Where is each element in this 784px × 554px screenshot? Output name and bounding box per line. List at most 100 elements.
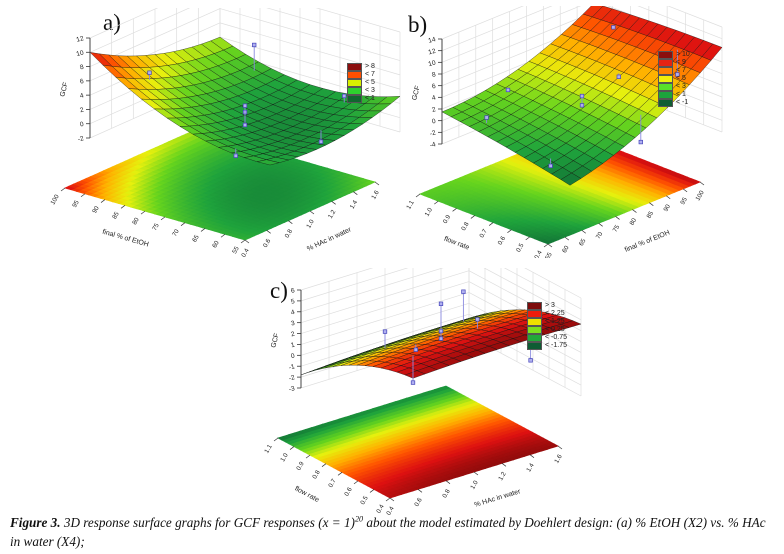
svg-text:0.9: 0.9 [295,460,306,472]
data-point-marker [318,139,324,144]
svg-text:-2: -2 [77,135,85,143]
svg-text:1: 1 [290,342,296,350]
svg-text:final % of EtOH: final % of EtOH [624,229,671,253]
svg-text:10: 10 [428,59,437,68]
svg-text:-4: -4 [429,141,437,149]
legend-swatch [658,98,673,107]
svg-text:1.2: 1.2 [497,470,508,482]
svg-text:0.6: 0.6 [262,237,273,249]
legend-entry: < 7 [347,70,375,79]
svg-text:6: 6 [290,287,296,295]
legend-swatch [347,70,362,79]
legend-label: < 0.25 [545,326,565,333]
svg-text:1.2: 1.2 [327,208,338,220]
surface-mesh [300,309,582,379]
legend-swatch [347,94,362,103]
data-point-marker [233,153,238,158]
svg-text:1.6: 1.6 [553,453,564,465]
legend-entry: < 5 [658,74,690,83]
caption-figure-number: Figure 3. [10,515,61,530]
svg-text:95: 95 [679,196,689,206]
data-point-marker [579,103,585,108]
data-point-marker [475,317,480,322]
z-axis: -4 -2 0 2 4 6 8 10 12 14 GCF [411,36,443,149]
legend-label: > 10 [676,51,690,58]
design-points [147,42,347,158]
legend-entry: < 0.25 [527,325,567,334]
legend-entry: < -1 [658,98,690,107]
svg-text:0.8: 0.8 [311,469,322,481]
figure-caption: Figure 3. 3D response surface graphs for… [10,513,776,554]
svg-text:4: 4 [290,309,296,317]
legend-entry: < 7 [658,66,690,75]
legend-swatch [347,86,362,95]
legend-swatch [347,78,362,87]
svg-text:1.4: 1.4 [525,462,536,474]
svg-text:8: 8 [79,64,85,72]
legend-swatch [658,90,673,99]
surface-mesh [441,6,723,186]
svg-text:GCF: GCF [59,82,70,98]
data-point-marker [505,87,511,93]
legend-entry: < 3 [347,86,375,95]
legend-label: < -1.75 [545,342,567,349]
svg-text:-2: -2 [288,374,296,382]
svg-text:75: 75 [612,224,622,234]
data-point-marker [461,289,466,294]
svg-text:60: 60 [211,239,221,249]
legend-label: < 7 [676,67,686,74]
svg-text:70: 70 [595,230,605,240]
legend-swatch [658,66,673,75]
svg-text:flow rate: flow rate [443,236,470,252]
svg-text:0.4: 0.4 [240,247,251,259]
surface-plot-c: 0.4 0.5 0.6 0.7 0.8 0.9 1.0 1.1 0.4 0.6 0.8 1.0 1.2 1… [263,268,582,517]
data-point-marker [410,380,416,385]
legend-swatch [527,333,542,342]
legend-swatch [527,309,542,318]
data-point-marker [616,74,621,79]
svg-text:0.9: 0.9 [442,213,453,225]
svg-text:2: 2 [290,331,296,339]
data-point-marker [242,122,248,128]
legend-swatch [658,82,673,91]
svg-text:1.1: 1.1 [405,199,416,211]
svg-text:0.7: 0.7 [478,228,489,240]
svg-text:80: 80 [629,217,639,227]
svg-text:1.0: 1.0 [469,479,480,491]
legend-label: > 8 [365,63,375,70]
svg-text:55: 55 [544,251,554,258]
panel-label-b: b) [408,12,428,37]
legend-entry: < 1 [658,90,690,99]
surface-plot-b: 0.40.50.60.70.80.91.01.15560657075808590… [405,6,723,258]
legend-label: < 1 [676,91,686,98]
legend-label: < 9 [676,59,686,66]
data-point-marker [342,93,347,99]
legend-entry: > 8 [347,62,375,71]
legend-entry: < -0.75 [527,333,567,342]
svg-text:1.1: 1.1 [263,443,274,455]
data-point-marker [484,115,489,120]
data-point-marker [548,163,553,169]
svg-text:% HAc in water: % HAc in water [474,488,522,509]
svg-text:55: 55 [231,245,241,255]
surface-mesh [89,36,401,166]
svg-text:GCF: GCF [411,85,422,101]
legend-swatch [347,62,362,71]
svg-text:-3: -3 [288,385,296,393]
svg-text:1.4: 1.4 [349,199,360,211]
svg-text:65: 65 [191,234,201,244]
legend-label: < 3 [676,83,686,90]
legend-swatch [658,50,673,59]
caption-text-1: 3D response surface graphs for GCF respo… [60,515,355,530]
data-point-marker [528,358,533,363]
svg-text:5: 5 [290,298,296,306]
legend-swatch [527,341,542,350]
svg-text:0.8: 0.8 [441,488,452,500]
design-points [484,25,680,169]
svg-text:2: 2 [431,106,437,114]
svg-text:85: 85 [111,210,121,220]
svg-text:8: 8 [431,71,437,79]
svg-text:-1: -1 [288,363,296,371]
svg-text:0.4: 0.4 [385,505,396,517]
data-point-marker [438,328,444,334]
